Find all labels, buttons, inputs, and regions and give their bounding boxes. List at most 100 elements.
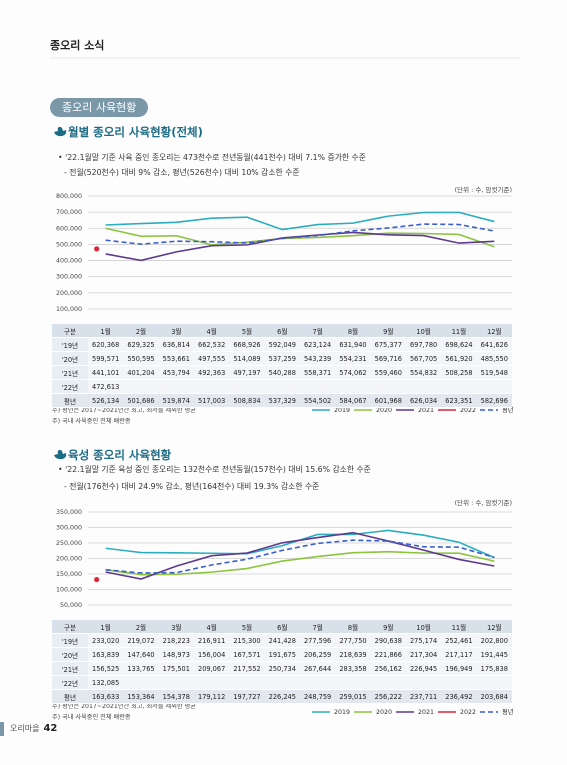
table-cell xyxy=(370,675,406,690)
table-cell: 259,015 xyxy=(335,689,371,704)
legend-label: 2021 xyxy=(418,407,434,414)
bullet: - 전월(520천수) 대비 9% 감소, 평년(526천수) 대비 10% 감… xyxy=(64,168,300,177)
table-cell: 561,920 xyxy=(441,351,477,366)
table-header-cell: 11월 xyxy=(441,324,477,338)
y-tick-label: 300,000 xyxy=(56,274,82,281)
table-header-cell: 12월 xyxy=(476,324,512,338)
table-cell: 221,866 xyxy=(370,647,406,662)
table-header-cell: 1월 xyxy=(88,324,124,338)
table-cell: 485,550 xyxy=(476,351,512,366)
table-cell: 698,624 xyxy=(441,337,477,352)
table-cell: 441,101 xyxy=(88,365,124,380)
sub-heading: 육성 종오리 사육현황 xyxy=(68,448,172,462)
note: 주) 국내 사육중인 전체 배란종 xyxy=(52,714,131,721)
row-label: '22년 xyxy=(52,379,88,394)
table-cell: 401,204 xyxy=(123,365,159,380)
table-cell: 569,716 xyxy=(370,351,406,366)
y-tick-label: 200,000 xyxy=(56,556,82,563)
row-label: 평년 xyxy=(52,689,88,704)
y-tick-label: 100,000 xyxy=(56,587,82,594)
table-cell: 237,711 xyxy=(405,689,442,704)
table-cell: 217,552 xyxy=(229,661,265,676)
table-cell: 256,222 xyxy=(370,689,406,704)
y-tick-label: 250,000 xyxy=(56,540,82,547)
data-table: 구분 1월 2월 3월 4월 5월 6월 7월 8월 9월 10월 11월 12월 '19년 233,020… xyxy=(52,620,512,704)
y-tick-label: 350,000 xyxy=(56,509,82,516)
table-header-cell: 3월 xyxy=(158,620,194,634)
table-cell: 497,555 xyxy=(193,351,230,366)
table-header-cell: 8월 xyxy=(335,620,371,634)
table-cell: 132,085 xyxy=(88,675,124,690)
footer-tab xyxy=(0,722,4,736)
legend-label: 평년 xyxy=(502,405,514,414)
y-tick-label: 800,000 xyxy=(56,193,82,200)
table-cell: 219,072 xyxy=(123,633,159,648)
legend-label: 2020 xyxy=(376,407,392,414)
table-cell: 148,973 xyxy=(158,647,194,662)
table-cell xyxy=(405,675,442,690)
series-line xyxy=(105,223,495,245)
series-line xyxy=(105,539,495,574)
table-header-cell: 7월 xyxy=(299,620,336,634)
y-tick-label: 150,000 xyxy=(56,571,82,578)
table-cell: 217,117 xyxy=(441,647,477,662)
table-cell xyxy=(335,675,371,690)
table-row: '20년 599,571 550,595 553,661 497,555 514,089 5… xyxy=(52,351,512,366)
footer-label: 오리마을 xyxy=(10,724,40,733)
y-tick-label: 700,000 xyxy=(56,209,82,216)
table-cell: 508,258 xyxy=(441,365,477,380)
table-cell: 662,532 xyxy=(193,337,230,352)
table-header-cell: 5월 xyxy=(229,620,265,634)
table-cell: 275,174 xyxy=(405,633,442,648)
table-cell: 156,004 xyxy=(193,647,230,662)
table-header-cell: 9월 xyxy=(370,620,406,634)
unit-label: (단위 : 수, 암컷기준) xyxy=(454,499,512,507)
bullet: • '22.1월말 기준 육성 중인 종오리는 132천수로 전년동월(157천… xyxy=(58,465,371,474)
table-cell xyxy=(299,675,336,690)
table-cell: 179,112 xyxy=(193,689,230,704)
series-line xyxy=(105,227,495,248)
legend-label: 2022 xyxy=(460,407,476,414)
page-number: 42 xyxy=(43,723,58,734)
row-label: '19년 xyxy=(52,633,88,648)
table-cell: 554,231 xyxy=(335,351,371,366)
table-cell: 631,940 xyxy=(335,337,371,352)
sub-heading: 월별 종오리 사육현황(전체) xyxy=(68,125,203,139)
table-cell: 599,571 xyxy=(88,351,124,366)
table-cell: 517,003 xyxy=(193,393,230,408)
table-cell xyxy=(405,379,442,394)
table-cell xyxy=(476,675,512,690)
table-cell: 215,300 xyxy=(229,633,265,648)
table-header-cell: 1월 xyxy=(88,620,124,634)
table-cell: 574,062 xyxy=(335,365,371,380)
table-cell: 209,067 xyxy=(193,661,230,676)
table-cell: 519,548 xyxy=(476,365,512,380)
series-point xyxy=(94,576,100,583)
note: 주) 평년은 2017~2021년간 최고, 최저를 제외한 평균 xyxy=(52,407,196,414)
table-cell: 550,595 xyxy=(123,351,159,366)
row-label: '19년 xyxy=(52,337,88,352)
table-cell: 543,239 xyxy=(299,351,336,366)
table-header-cell: 11월 xyxy=(441,620,477,634)
table-header-cell: 4월 xyxy=(193,324,230,338)
table-cell: 267,644 xyxy=(299,661,336,676)
table-cell: 156,525 xyxy=(88,661,124,676)
table-cell: 519,874 xyxy=(158,393,194,408)
table-cell xyxy=(441,379,477,394)
table-cell xyxy=(158,675,194,690)
table-cell: 250,734 xyxy=(264,661,300,676)
table-cell: 472,613 xyxy=(88,379,124,394)
table-header-cell: 6월 xyxy=(264,620,300,634)
table-cell: 216,911 xyxy=(193,633,230,648)
table-cell xyxy=(299,379,336,394)
table-header-cell: 3월 xyxy=(158,324,194,338)
table-cell: 277,596 xyxy=(299,633,336,648)
table-row: '22년 472,613 xyxy=(52,379,512,394)
table-cell: 241,428 xyxy=(264,633,300,648)
y-tick-label: 300,000 xyxy=(56,525,82,532)
table-cell: 592,049 xyxy=(264,337,300,352)
table-row: '19년 620,368 629,325 636,814 662,532 668,926 5… xyxy=(52,337,512,352)
table-header-cell: 8월 xyxy=(335,324,371,338)
table-cell xyxy=(193,675,230,690)
